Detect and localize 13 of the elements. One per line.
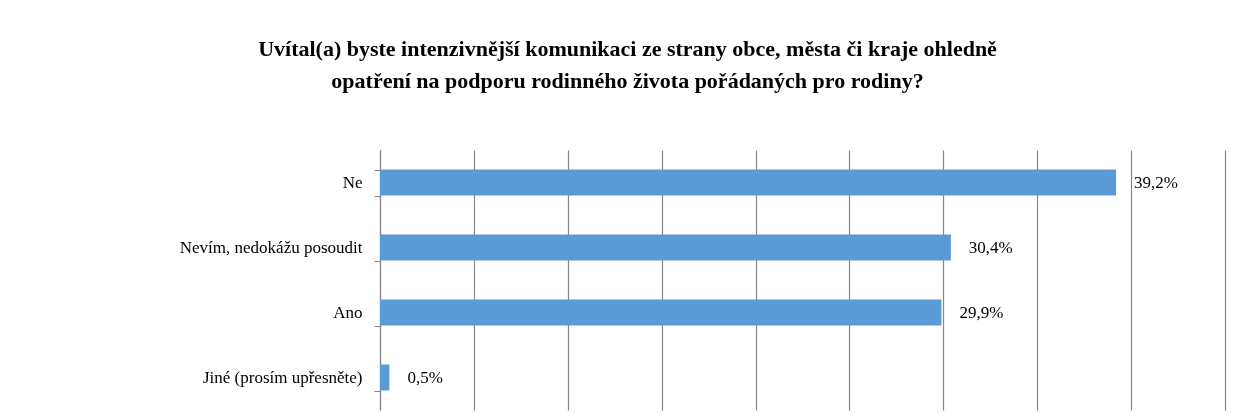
chart-title: Uvítal(a) byste intenzivnější komunikaci ze strany obce, města či kraje ohledně opatření na podporu rodinného života pořádaných pro rodiny? xyxy=(258,36,998,93)
y-tick-label: Ne xyxy=(342,173,363,192)
bar xyxy=(380,169,1117,196)
bar xyxy=(380,364,390,391)
bar xyxy=(380,299,942,326)
data-label: 29,9% xyxy=(959,302,1004,322)
bar xyxy=(380,234,951,261)
y-tick-label: Ano xyxy=(333,303,363,322)
data-label: 30,4% xyxy=(968,237,1013,257)
y-tick-label: Nevím, nedokážu posoudit xyxy=(179,238,363,257)
data-label: 0,5% xyxy=(407,367,443,387)
y-tick-label: Jiné (prosím upřesněte) xyxy=(202,368,363,387)
data-label: 39,2% xyxy=(1134,172,1179,192)
